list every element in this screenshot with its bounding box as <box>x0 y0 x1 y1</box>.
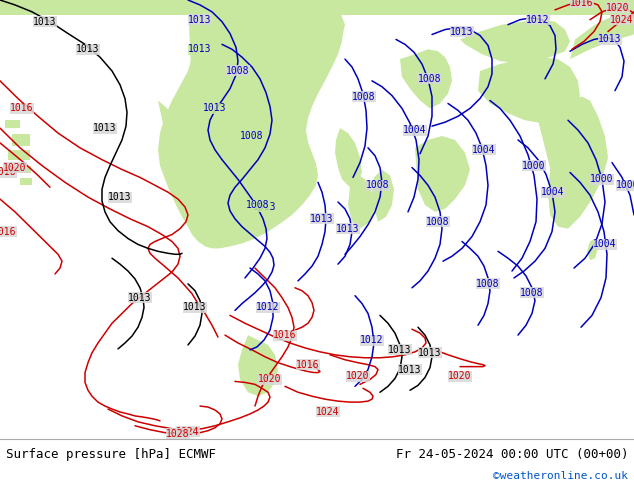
Text: 1016: 1016 <box>0 168 16 177</box>
Text: ©weatheronline.co.uk: ©weatheronline.co.uk <box>493 471 628 481</box>
Text: 1000: 1000 <box>616 180 634 190</box>
Polygon shape <box>415 136 470 212</box>
Text: 1004: 1004 <box>541 187 565 197</box>
Text: 1016: 1016 <box>296 360 320 369</box>
Polygon shape <box>238 335 278 396</box>
Text: 1008: 1008 <box>246 200 269 210</box>
Text: 1013: 1013 <box>418 348 442 358</box>
Text: 1020: 1020 <box>258 374 281 385</box>
Text: 1000: 1000 <box>522 161 546 171</box>
Polygon shape <box>548 97 608 229</box>
Text: 1008: 1008 <box>240 131 264 141</box>
Text: 1008: 1008 <box>366 180 390 190</box>
Text: 1004: 1004 <box>593 240 617 249</box>
Text: 1008: 1008 <box>226 66 250 76</box>
Text: 1013: 1013 <box>336 223 359 234</box>
Text: 1004: 1004 <box>472 145 496 155</box>
Text: 1024: 1024 <box>316 407 340 417</box>
Text: 1013: 1013 <box>76 44 100 54</box>
Text: 1013: 1013 <box>253 202 277 212</box>
Text: 1020: 1020 <box>448 371 472 382</box>
Text: 1024: 1024 <box>176 427 200 437</box>
Polygon shape <box>8 150 30 160</box>
Text: 1020: 1020 <box>346 371 370 382</box>
Text: 1013: 1013 <box>33 17 57 26</box>
Text: 1008: 1008 <box>476 279 500 289</box>
Text: 1016: 1016 <box>570 0 594 8</box>
Text: 1024: 1024 <box>611 15 634 24</box>
Text: 1013: 1013 <box>188 44 212 54</box>
Text: 1008: 1008 <box>353 92 376 101</box>
Text: 1004: 1004 <box>403 125 427 135</box>
Polygon shape <box>460 20 570 63</box>
Polygon shape <box>188 0 345 100</box>
Polygon shape <box>5 120 20 128</box>
Polygon shape <box>20 178 32 185</box>
Text: 1013: 1013 <box>204 103 227 113</box>
Polygon shape <box>15 166 31 173</box>
Text: 1016: 1016 <box>10 103 34 113</box>
Polygon shape <box>478 57 580 123</box>
Text: Surface pressure [hPa] ECMWF: Surface pressure [hPa] ECMWF <box>6 448 216 461</box>
Text: 1008: 1008 <box>521 288 544 298</box>
Polygon shape <box>335 128 362 187</box>
Polygon shape <box>570 15 634 59</box>
Polygon shape <box>158 0 343 248</box>
Polygon shape <box>372 170 394 222</box>
Text: 1028: 1028 <box>166 429 190 439</box>
Text: 1013: 1013 <box>93 123 117 133</box>
Text: 1000: 1000 <box>590 174 614 184</box>
Text: 1012: 1012 <box>360 335 384 345</box>
Polygon shape <box>538 116 585 172</box>
Polygon shape <box>158 100 185 153</box>
Text: 1013: 1013 <box>398 365 422 374</box>
Text: 1013: 1013 <box>108 192 132 202</box>
Text: 1016: 1016 <box>0 226 16 237</box>
Text: 1008: 1008 <box>418 74 442 84</box>
Text: 1012: 1012 <box>256 302 280 313</box>
Text: 1013: 1013 <box>128 293 152 303</box>
Text: 1013: 1013 <box>598 34 622 45</box>
Polygon shape <box>400 49 452 108</box>
Text: 1013: 1013 <box>188 15 212 24</box>
Text: 1013: 1013 <box>310 214 333 224</box>
Text: 1013: 1013 <box>450 26 474 37</box>
Polygon shape <box>348 172 375 229</box>
Text: Fr 24-05-2024 00:00 UTC (00+00): Fr 24-05-2024 00:00 UTC (00+00) <box>396 448 628 461</box>
Text: 1012: 1012 <box>526 15 550 24</box>
Text: 1013: 1013 <box>388 345 411 355</box>
Text: 1008: 1008 <box>426 217 450 227</box>
Polygon shape <box>587 239 598 260</box>
Polygon shape <box>12 134 30 146</box>
Text: 1020: 1020 <box>3 163 27 172</box>
Polygon shape <box>0 0 634 15</box>
Text: 1020: 1020 <box>606 3 630 13</box>
Text: 1016: 1016 <box>273 330 297 340</box>
Text: 1013: 1013 <box>183 302 207 313</box>
